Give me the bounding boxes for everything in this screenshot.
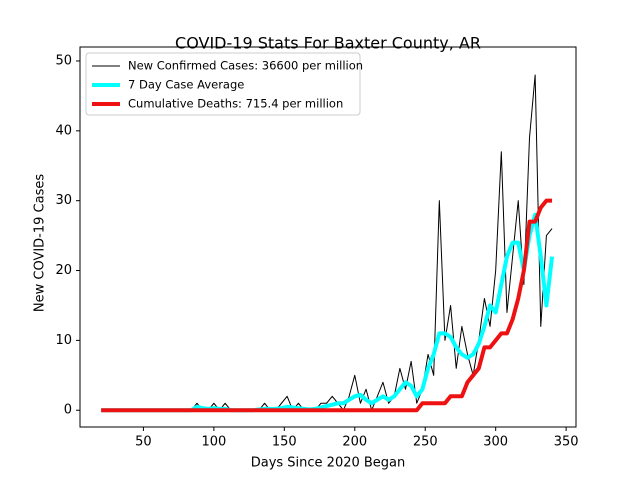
y-axis-label: New COVID-19 Cases — [33, 174, 48, 312]
y-tick-label: 0 — [64, 403, 72, 418]
legend-label: Cumulative Deaths: 715.4 per million — [128, 97, 343, 111]
x-tick-label: 200 — [342, 435, 367, 450]
legend-label: 7 Day Case Average — [128, 78, 244, 92]
x-tick-label: 50 — [135, 435, 152, 450]
chart-title: COVID-19 Stats For Baxter County, AR — [175, 34, 481, 53]
x-axis-label: Days Since 2020 Began — [251, 456, 406, 471]
series-line — [101, 198, 553, 413]
y-tick-label: 30 — [55, 193, 72, 208]
x-tick-label: 350 — [554, 435, 579, 450]
y-tick-label: 50 — [55, 53, 72, 68]
plot-frame — [79, 46, 577, 428]
legend-label: New Confirmed Cases: 36600 per million — [128, 59, 363, 73]
x-tick-label: 100 — [201, 435, 226, 450]
legend-box — [85, 52, 361, 116]
x-tick-label: 150 — [272, 435, 297, 450]
y-tick-label: 40 — [55, 123, 72, 138]
y-tick-label: 20 — [55, 263, 72, 278]
x-tick-label: 300 — [483, 435, 508, 450]
y-tick-label: 10 — [55, 333, 72, 348]
x-tick-label: 250 — [413, 435, 438, 450]
